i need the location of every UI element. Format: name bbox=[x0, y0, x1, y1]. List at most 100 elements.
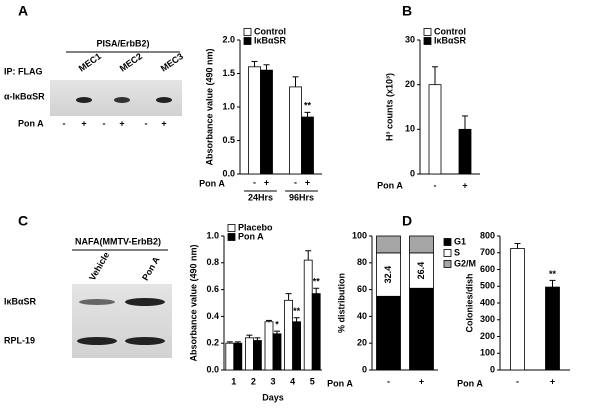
blot-group: PISA/ErbB2) bbox=[96, 38, 149, 48]
y-tick-label: 0.0 bbox=[222, 168, 235, 178]
treatment-label: Pon A bbox=[18, 118, 44, 128]
y-tick-label: 500 bbox=[480, 281, 495, 291]
legend-swatch bbox=[423, 37, 432, 45]
blot-band bbox=[125, 298, 165, 306]
legend-swatch bbox=[243, 28, 252, 36]
ip-label: IP: FLAG bbox=[4, 66, 43, 76]
legend-swatch bbox=[227, 233, 236, 241]
bar-segment bbox=[376, 295, 401, 371]
y-tick-label: 0.2 bbox=[206, 338, 219, 348]
blot-band bbox=[125, 337, 165, 345]
panel-label: A bbox=[18, 3, 28, 19]
lane-label: MEC1 bbox=[77, 51, 103, 74]
significance: ** bbox=[304, 101, 312, 111]
legend-swatch bbox=[243, 37, 252, 45]
legend-label: IκBαSR bbox=[434, 35, 467, 45]
bar bbox=[289, 86, 302, 175]
data-label: 26.4 bbox=[416, 262, 426, 280]
y-tick-label: 1.0 bbox=[222, 101, 235, 111]
x-tick-label: 2 bbox=[251, 376, 256, 386]
bar bbox=[252, 340, 262, 371]
bar bbox=[303, 259, 313, 371]
y-tick-label: 300 bbox=[480, 314, 495, 324]
legend-swatch bbox=[423, 28, 432, 36]
sign: + bbox=[161, 118, 166, 128]
blot-band bbox=[77, 337, 117, 345]
x-group-label: 96Hrs bbox=[289, 192, 314, 202]
x-tick-label: 5 bbox=[310, 376, 315, 386]
bar-segment bbox=[376, 235, 401, 254]
y-tick-label: 1.0 bbox=[206, 230, 219, 240]
blot-band bbox=[76, 97, 92, 103]
x-tick-label: 3 bbox=[270, 376, 275, 386]
y-axis-label: Colonies/dish bbox=[464, 273, 474, 332]
bar bbox=[272, 333, 282, 371]
bar bbox=[428, 84, 442, 175]
y-axis-label: Absorbance value (490 nm) bbox=[188, 244, 198, 361]
x-tick-label: + bbox=[419, 376, 424, 386]
bar bbox=[244, 337, 254, 371]
x-axis-label: Pon A bbox=[457, 378, 483, 388]
y-tick-label: 20 bbox=[357, 338, 367, 348]
panel-label: D bbox=[402, 213, 412, 229]
y-tick-label: 10 bbox=[405, 124, 415, 134]
y-tick-label: 0 bbox=[362, 364, 367, 374]
bar bbox=[248, 66, 261, 175]
blot-row-label: α-IκBαSR bbox=[4, 91, 45, 101]
significance: ** bbox=[293, 306, 301, 316]
sign: + bbox=[81, 118, 86, 128]
blot-row-label: RPL-19 bbox=[4, 335, 35, 345]
y-tick-label: 600 bbox=[480, 264, 495, 274]
y-tick-label: 20 bbox=[405, 79, 415, 89]
lane-label: MEC2 bbox=[118, 51, 144, 74]
bar bbox=[264, 321, 274, 371]
y-axis-label: H³ counts (x10³) bbox=[384, 73, 394, 141]
blot-image bbox=[72, 284, 172, 358]
bar bbox=[233, 342, 243, 371]
y-tick-label: 0.8 bbox=[206, 257, 219, 267]
legend-label: IκBαSR bbox=[254, 35, 287, 45]
bar bbox=[292, 321, 302, 371]
x-axis-label: Pon A bbox=[377, 180, 403, 190]
x-group-label: 24Hrs bbox=[248, 192, 273, 202]
x-tick-label: 4 bbox=[290, 376, 295, 386]
blot-group: NAFA(MMTV-ErbB2) bbox=[75, 236, 161, 246]
legend-label: Control bbox=[434, 26, 466, 36]
y-axis-label: % distribution bbox=[336, 273, 346, 333]
y-tick-label: 0.6 bbox=[206, 284, 219, 294]
bar bbox=[260, 69, 273, 175]
x-sublabel: - bbox=[253, 177, 256, 187]
y-tick-label: 1.5 bbox=[222, 68, 235, 78]
bar bbox=[311, 293, 321, 371]
bar-segment bbox=[376, 252, 401, 297]
bar bbox=[510, 248, 525, 371]
sign: - bbox=[103, 118, 106, 128]
significance: * bbox=[275, 320, 279, 330]
blot-band bbox=[156, 97, 172, 103]
legend-label: S bbox=[454, 247, 460, 257]
x-sublabel: - bbox=[294, 177, 297, 187]
y-tick-label: 0.0 bbox=[206, 364, 219, 374]
x-tick-label: - bbox=[387, 376, 390, 386]
blot-band bbox=[114, 97, 130, 103]
y-tick-label: 0.4 bbox=[206, 311, 219, 321]
bar bbox=[458, 128, 472, 175]
y-tick-label: 0 bbox=[410, 168, 415, 178]
x-axis-label: Pon A bbox=[327, 378, 353, 388]
blot-row-label: IκBαSR bbox=[4, 296, 37, 306]
legend-swatch bbox=[443, 238, 452, 246]
x-sublabel: + bbox=[305, 177, 310, 187]
sign: - bbox=[145, 118, 148, 128]
x-tick-label: + bbox=[462, 180, 467, 190]
legend-label: Control bbox=[254, 26, 286, 36]
y-tick-label: 700 bbox=[480, 247, 495, 257]
lane-label: Pon A bbox=[140, 255, 162, 283]
legend-label: G1 bbox=[454, 236, 466, 246]
y-tick-label: 40 bbox=[357, 311, 367, 321]
legend-swatch bbox=[443, 260, 452, 268]
x-axis-label: Pon A bbox=[199, 178, 225, 188]
bar bbox=[225, 342, 235, 371]
sign: - bbox=[63, 118, 66, 128]
legend-label: Pon A bbox=[238, 231, 264, 241]
